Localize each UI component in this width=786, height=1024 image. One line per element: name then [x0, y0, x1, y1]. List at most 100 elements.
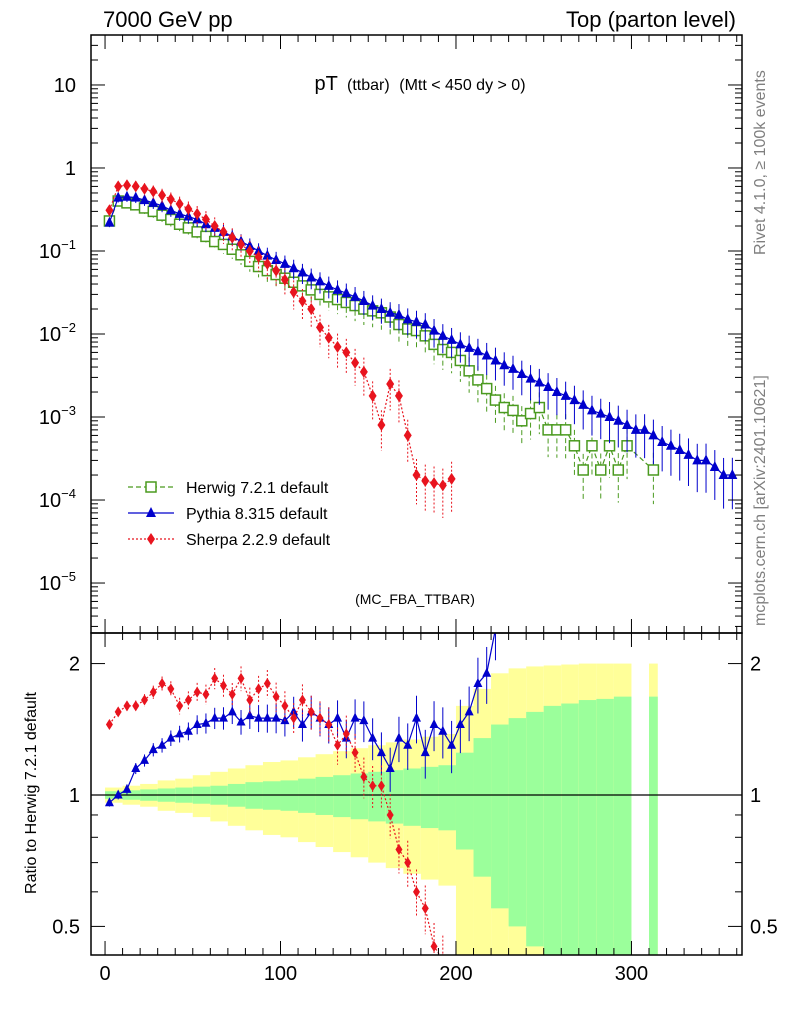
- marker-triangle: [332, 283, 343, 294]
- marker-square: [516, 415, 528, 427]
- marker-triangle: [701, 454, 712, 465]
- ratio-axes: 0 100 200 300 0.5 0.5 1 1 2 2: [52, 632, 778, 985]
- marker-diamond: [289, 286, 298, 299]
- marker-triangle: [402, 313, 413, 324]
- marker-diamond: [219, 225, 228, 238]
- ratio-y-tick-label-left: 0.5: [52, 916, 80, 938]
- marker-triangle: [727, 469, 738, 480]
- marker-diamond: [201, 213, 210, 226]
- marker-triangle: [709, 460, 720, 471]
- marker-diamond: [140, 182, 149, 195]
- uncertainty-stat-band: [315, 776, 334, 815]
- marker-triangle: [648, 429, 659, 440]
- y-tick-base: 10: [39, 324, 61, 346]
- marker-triangle: [139, 194, 150, 205]
- marker-diamond: [263, 678, 271, 690]
- marker-triangle: [236, 716, 246, 726]
- y-tick-label: 10−1: [39, 237, 76, 263]
- plot-title-rest: (Mtt < 450 dy > 0): [399, 77, 525, 94]
- marker-triangle: [146, 507, 156, 517]
- marker-square: [568, 440, 581, 452]
- y-tick-exp: −1: [61, 237, 76, 252]
- marker-triangle: [447, 739, 457, 749]
- series-2: [105, 179, 456, 518]
- marker-triangle: [543, 380, 554, 391]
- marker-square: [507, 404, 519, 417]
- y-tick-base: 10: [39, 490, 61, 512]
- x-tick-label: 300: [615, 963, 648, 985]
- marker-diamond: [448, 989, 455, 1000]
- marker-triangle: [508, 362, 519, 373]
- marker-triangle: [104, 797, 114, 807]
- marker-diamond: [404, 857, 412, 869]
- marker-diamond: [202, 688, 210, 700]
- ratio-frame: [90, 632, 743, 956]
- ratio-panel: 0 100 200 300 0.5 0.5 1 1 2 2: [52, 632, 778, 1000]
- marker-triangle: [464, 341, 475, 352]
- marker-diamond: [324, 331, 333, 344]
- marker-diamond: [438, 479, 447, 492]
- marker-triangle: [481, 349, 492, 360]
- x-tick-label: 0: [99, 963, 110, 985]
- marker-triangle: [183, 725, 193, 735]
- marker-triangle: [385, 762, 395, 772]
- marker-square: [612, 464, 625, 476]
- marker-diamond: [386, 377, 395, 390]
- marker-triangle: [113, 789, 123, 799]
- marker-triangle: [420, 318, 431, 329]
- marker-diamond: [246, 694, 254, 706]
- marker-triangle: [165, 204, 176, 215]
- marker-diamond: [316, 712, 324, 724]
- marker-triangle: [385, 306, 396, 317]
- marker-triangle: [639, 423, 650, 434]
- marker-diamond: [175, 197, 184, 210]
- marker-diamond: [132, 700, 140, 712]
- ratio-series-group: [104, 633, 496, 1000]
- y-tick-base: 1: [65, 158, 76, 180]
- y-tick-base: 10: [39, 573, 61, 595]
- marker-triangle: [376, 747, 386, 757]
- marker-triangle: [429, 324, 440, 335]
- marker-triangle: [394, 732, 404, 742]
- marker-diamond: [105, 204, 114, 217]
- marker-diamond: [272, 264, 281, 277]
- marker-triangle: [121, 190, 132, 201]
- marker-triangle: [499, 359, 510, 370]
- series-line: [108, 184, 452, 487]
- marker-diamond: [123, 700, 131, 712]
- marker-triangle: [367, 299, 378, 310]
- marker-triangle: [341, 287, 352, 298]
- marker-diamond: [263, 257, 272, 270]
- marker-diamond: [447, 472, 456, 485]
- y-tick-label: 1: [65, 158, 76, 180]
- marker-triangle: [403, 739, 413, 749]
- marker-diamond: [167, 683, 175, 695]
- marker-triangle: [455, 719, 465, 729]
- ratio-y-tick-label-left: 1: [69, 785, 80, 807]
- marker-diamond: [254, 250, 263, 263]
- marker-triangle: [718, 469, 729, 480]
- marker-diamond: [147, 533, 155, 545]
- marker-triangle: [560, 389, 571, 400]
- legend-entry: Sherpa 2.2.9 default: [128, 532, 331, 549]
- uncertainty-stat-band: [473, 738, 492, 877]
- marker-diamond: [114, 180, 123, 193]
- legend-label: Herwig 7.2.1 default: [186, 480, 329, 497]
- marker-triangle: [314, 275, 325, 286]
- side-text-rivet: Rivet 4.1.0, ≥ 100k events: [752, 70, 769, 255]
- legend: Herwig 7.2.1 default Pythia 8.315 default…: [128, 480, 331, 549]
- marker-triangle: [192, 719, 202, 729]
- marker-triangle: [464, 706, 474, 716]
- marker-square: [524, 407, 537, 420]
- marker-diamond: [394, 389, 403, 402]
- marker-diamond: [412, 469, 421, 482]
- y-tick-exp: −3: [61, 403, 76, 418]
- marker-triangle: [323, 279, 334, 290]
- marker-diamond: [122, 179, 131, 192]
- marker-diamond: [307, 303, 316, 316]
- marker-diamond: [193, 207, 202, 220]
- marker-diamond: [298, 694, 306, 706]
- marker-square: [594, 464, 607, 476]
- marker-triangle: [279, 257, 290, 268]
- marker-diamond: [334, 739, 342, 751]
